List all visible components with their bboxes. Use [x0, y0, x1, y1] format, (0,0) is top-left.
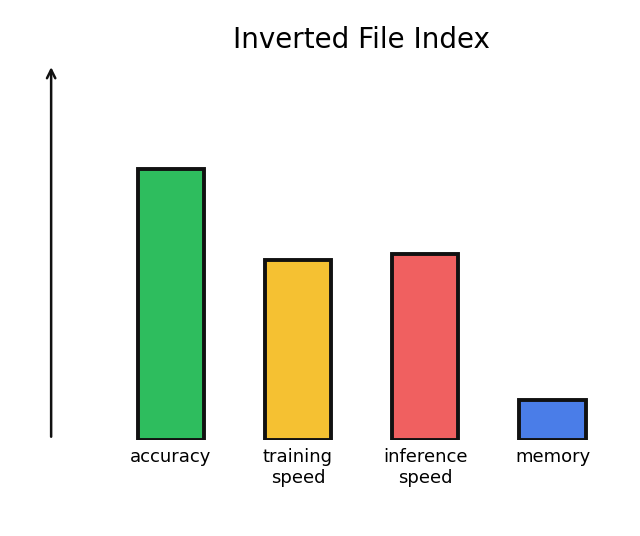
Bar [265, 260, 331, 440]
Bar [138, 169, 204, 440]
Bar [392, 254, 458, 440]
Bar [520, 400, 586, 440]
Title: Inverted File Index: Inverted File Index [233, 26, 490, 54]
